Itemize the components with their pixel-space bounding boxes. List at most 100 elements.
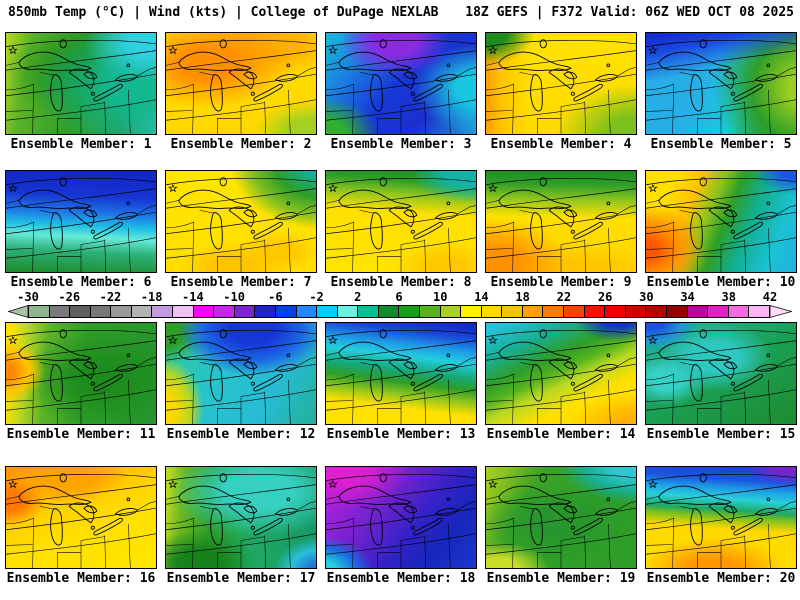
ensemble-panel-10: Ensemble Member: 10	[645, 170, 797, 289]
ensemble-member-label-15: Ensemble Member: 15	[646, 427, 796, 442]
ensemble-panel-18: Ensemble Member: 18	[325, 466, 477, 585]
colorbar-segment--4-to--2	[296, 306, 318, 317]
ensemble-member-label-5: Ensemble Member: 5	[650, 137, 792, 152]
great-lakes-outline	[486, 473, 636, 568]
ensemble-row-3: Ensemble Member: 11 Ensemble Member: 12 En…	[5, 322, 797, 441]
colorbar-segment-6-to-8	[399, 306, 420, 317]
colorbar-segment--28-to--26	[49, 306, 71, 317]
ensemble-map-18	[325, 466, 477, 569]
colorbar-segment-10-to-12	[440, 306, 462, 317]
colorbar-segment-24-to-26	[584, 306, 606, 317]
colorbar-segment-16-to-18	[502, 306, 523, 317]
ensemble-panel-6: Ensemble Member: 6	[5, 170, 157, 289]
colorbar-segment--16-to--14	[173, 306, 194, 317]
great-lakes-outline	[326, 177, 476, 272]
ensemble-panel-8: Ensemble Member: 8	[325, 170, 477, 289]
ensemble-member-label-20: Ensemble Member: 20	[646, 571, 796, 586]
colorbar-segment-2-to-4	[358, 306, 379, 317]
colorbar-segment--14-to--12	[193, 306, 215, 317]
ensemble-panel-2: Ensemble Member: 2	[165, 32, 317, 151]
ensemble-member-label-3: Ensemble Member: 3	[330, 137, 472, 152]
ensemble-panel-12: Ensemble Member: 12	[165, 322, 317, 441]
colorbar-tick--2: -2	[309, 290, 324, 304]
ensemble-map-3	[325, 32, 477, 135]
ensemble-map-2	[165, 32, 317, 135]
temperature-colorbar	[8, 305, 792, 318]
colorbar-tick--6: -6	[268, 290, 283, 304]
colorbar-tick-42: 42	[762, 290, 778, 304]
colorbar-tick--30: -30	[17, 290, 39, 304]
ensemble-row-4: Ensemble Member: 16 Ensemble Member: 17 En…	[5, 466, 797, 585]
great-lakes-outline	[486, 177, 636, 272]
colorbar-segment--2-to-0	[317, 306, 338, 317]
ensemble-panel-5: Ensemble Member: 5	[645, 32, 797, 151]
great-lakes-outline	[646, 177, 796, 272]
great-lakes-outline	[6, 177, 156, 272]
great-lakes-outline	[326, 473, 476, 568]
ensemble-map-20	[645, 466, 797, 569]
ensemble-panel-9: Ensemble Member: 9	[485, 170, 637, 289]
ensemble-map-11	[5, 322, 157, 425]
colorbar-segment--6-to--4	[275, 306, 297, 317]
ensemble-panel-14: Ensemble Member: 14	[485, 322, 637, 441]
great-lakes-outline	[166, 39, 316, 134]
colorbar-segment-22-to-24	[564, 306, 585, 317]
ensemble-panel-19: Ensemble Member: 19	[485, 466, 637, 585]
colorbar-tick-10: 10	[432, 290, 448, 304]
colorbar-segment-4-to-6	[378, 306, 400, 317]
ensemble-member-label-7: Ensemble Member: 7	[170, 275, 312, 290]
colorbar-tick-14: 14	[474, 290, 489, 304]
ensemble-member-label-18: Ensemble Member: 18	[326, 571, 476, 586]
header: 850mb Temp (°C) | Wind (kts) | College o…	[8, 5, 794, 20]
great-lakes-outline	[6, 473, 156, 568]
colorbar-segment-36-to-38	[708, 306, 729, 317]
ensemble-panel-16: Ensemble Member: 16	[5, 466, 157, 585]
colorbar-segment--20-to--18	[131, 306, 153, 317]
great-lakes-outline	[6, 39, 156, 134]
great-lakes-outline	[326, 329, 476, 424]
ensemble-panel-7: Ensemble Member: 7	[165, 170, 317, 289]
ensemble-member-label-11: Ensemble Member: 11	[6, 427, 156, 442]
ensemble-member-label-17: Ensemble Member: 17	[166, 571, 316, 586]
colorbar-segment-0-to-2	[337, 306, 359, 317]
colorbar-segment--30-to--28	[29, 306, 50, 317]
colorbar-tick-6: 6	[395, 290, 403, 304]
colorbar-tick-22: 22	[556, 290, 572, 304]
colorbar-tick-26: 26	[597, 290, 613, 304]
ensemble-member-label-19: Ensemble Member: 19	[486, 571, 636, 586]
ensemble-row-2: Ensemble Member: 6 Ensemble Member: 7 Ense…	[5, 170, 797, 289]
great-lakes-outline	[166, 473, 316, 568]
ensemble-map-16	[5, 466, 157, 569]
colorbar-segment--24-to--22	[90, 306, 112, 317]
ensemble-member-label-4: Ensemble Member: 4	[490, 137, 632, 152]
colorbar-segment--10-to--8	[234, 306, 256, 317]
colorbar-segment--22-to--20	[111, 306, 132, 317]
ensemble-map-10	[645, 170, 797, 273]
ensemble-map-8	[325, 170, 477, 273]
colorbar-tick--26: -26	[58, 290, 81, 304]
colorbar-segment--8-to--6	[255, 306, 276, 317]
ensemble-map-4	[485, 32, 637, 135]
great-lakes-outline	[486, 39, 636, 134]
colorbar-segment--12-to--10	[214, 306, 235, 317]
colorbar-tick--14: -14	[182, 290, 204, 304]
ensemble-member-label-9: Ensemble Member: 9	[490, 275, 632, 290]
ensemble-map-12	[165, 322, 317, 425]
colorbar-left-arrow	[8, 305, 28, 318]
ensemble-member-label-12: Ensemble Member: 12	[166, 427, 316, 442]
ensemble-member-label-10: Ensemble Member: 10	[646, 275, 796, 290]
colorbar-segment-38-to-40	[728, 306, 750, 317]
run-valid-info: 18Z GEFS | F372 Valid: 06Z WED OCT 08 20…	[465, 5, 794, 20]
ensemble-member-label-2: Ensemble Member: 2	[170, 137, 312, 152]
colorbar-tick--10: -10	[223, 290, 245, 304]
ensemble-map-15	[645, 322, 797, 425]
colorbar-segment--26-to--24	[70, 306, 91, 317]
ensemble-panel-1: Ensemble Member: 1	[5, 32, 157, 151]
colorbar-segment-12-to-14	[461, 306, 482, 317]
great-lakes-outline	[326, 39, 476, 134]
colorbar-right-arrow	[770, 305, 792, 318]
ensemble-member-label-16: Ensemble Member: 16	[6, 571, 156, 586]
ensemble-panel-3: Ensemble Member: 3	[325, 32, 477, 151]
ensemble-member-label-13: Ensemble Member: 13	[326, 427, 476, 442]
